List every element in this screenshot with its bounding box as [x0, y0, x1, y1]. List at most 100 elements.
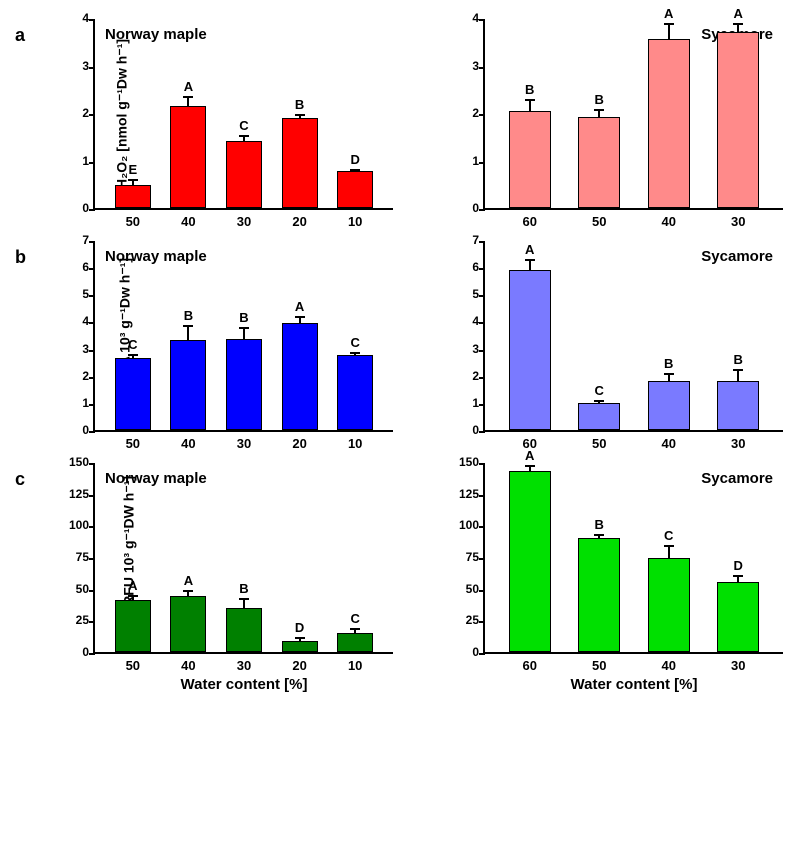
significance-letter: A [295, 299, 304, 314]
significance-letter: D [350, 152, 359, 167]
error-cap [350, 352, 360, 354]
bar-wrap: A60 [509, 270, 551, 430]
error-cap [350, 169, 360, 171]
xtick-label: 50 [592, 652, 606, 673]
error-cap [183, 325, 193, 327]
ytick-label: 0 [472, 645, 485, 659]
error-cap [525, 99, 535, 101]
error-cap [239, 327, 249, 329]
ytick-label: 0 [472, 201, 485, 215]
xtick-label: 10 [348, 652, 362, 673]
chart-area: 01234H₂O₂ [nmol g⁻¹Dw h⁻¹]Norway mapleE5… [93, 20, 393, 210]
xtick-label: 60 [523, 208, 537, 229]
bar-wrap: A20 [282, 323, 318, 430]
error-cap [128, 354, 138, 356]
xtick-label: 50 [126, 208, 140, 229]
bar [226, 339, 262, 430]
significance-letter: B [525, 82, 534, 97]
bar-wrap: B50 [578, 117, 620, 208]
ytick-label: 2 [472, 106, 485, 120]
bar [509, 111, 551, 208]
x-axis-label: Water content [%] [181, 676, 308, 693]
ytick-label: 4 [82, 314, 95, 328]
bar-wrap: C30 [226, 141, 262, 208]
ytick-label: 100 [69, 518, 95, 532]
xtick-label: 60 [523, 652, 537, 673]
chart-area: 01234SycamoreB60B50A40A30 [483, 20, 783, 210]
panels-container: 01234H₂O₂ [nmol g⁻¹Dw h⁻¹]Norway mapleE5… [38, 20, 783, 234]
bar-wrap: D30 [717, 582, 759, 652]
significance-letter: C [664, 528, 673, 543]
bar [282, 323, 318, 430]
chart-panel: 0255075100125150SycamoreA60B50C40D30Wate… [428, 464, 783, 698]
bar [509, 471, 551, 652]
bar [337, 633, 373, 652]
bar [648, 558, 690, 652]
error-cap [733, 369, 743, 371]
significance-letter: C [595, 383, 604, 398]
error-cap [664, 23, 674, 25]
figure-row: c0255075100125150˙OH [RFU 10³ g⁻¹DW h⁻¹]… [15, 464, 783, 698]
error-cap [295, 637, 305, 639]
error-cap [295, 316, 305, 318]
bar [509, 270, 551, 430]
bar-wrap: C10 [337, 355, 373, 430]
xtick-label: 40 [181, 430, 195, 451]
error-bar [668, 546, 670, 559]
ytick-label: 2 [472, 369, 485, 383]
xtick-label: 40 [662, 652, 676, 673]
row-label: c [15, 464, 38, 490]
ytick-label: 0 [82, 645, 95, 659]
ytick-label: 100 [459, 518, 485, 532]
ytick-label: 50 [466, 582, 485, 596]
bar [717, 32, 759, 208]
error-bar [243, 328, 245, 339]
ytick-label: 0 [472, 423, 485, 437]
significance-letter: D [295, 620, 304, 635]
error-cap [239, 598, 249, 600]
bar [337, 171, 373, 208]
bar [578, 403, 620, 430]
chart-area: 01234567SycamoreA60C50B40B30 [483, 242, 783, 432]
bar-wrap: C40 [648, 558, 690, 652]
xtick-label: 50 [126, 652, 140, 673]
bar [170, 106, 206, 208]
error-cap [594, 534, 604, 536]
ytick-label: 5 [82, 287, 95, 301]
significance-letter: B [239, 581, 248, 596]
bar-wrap: C50 [578, 403, 620, 430]
xtick-label: 40 [181, 652, 195, 673]
significance-letter: B [295, 97, 304, 112]
xtick-label: 30 [237, 208, 251, 229]
significance-letter: A [184, 573, 193, 588]
ytick-label: 25 [76, 613, 95, 627]
significance-letter: B [239, 310, 248, 325]
chart-panel: 0255075100125150˙OH [RFU 10³ g⁻¹DW h⁻¹]N… [38, 464, 393, 698]
ytick-label: 1 [82, 154, 95, 168]
xtick-label: 50 [592, 430, 606, 451]
bars-container: A50A40B30D20C10 [95, 464, 393, 652]
xtick-label: 10 [348, 208, 362, 229]
bar [717, 381, 759, 430]
bars-container: C50B40B30A20C10 [95, 242, 393, 430]
chart-panel: 01234567SycamoreA60C50B40B30 [428, 242, 783, 456]
panels-container: 0255075100125150˙OH [RFU 10³ g⁻¹DW h⁻¹]N… [38, 464, 783, 698]
ytick-label: 25 [466, 613, 485, 627]
chart-panel: 01234H₂O₂ [nmol g⁻¹Dw h⁻¹]Norway mapleE5… [38, 20, 393, 234]
error-cap [664, 545, 674, 547]
significance-letter: A [128, 578, 137, 593]
ytick-label: 4 [472, 11, 485, 25]
xtick-label: 20 [292, 430, 306, 451]
significance-letter: A [184, 79, 193, 94]
ytick-label: 125 [69, 487, 95, 501]
significance-letter: C [350, 611, 359, 626]
bar [115, 185, 151, 208]
xtick-label: 40 [181, 208, 195, 229]
error-bar [668, 24, 670, 39]
error-bar [529, 100, 531, 110]
x-axis-label: Water content [%] [571, 676, 698, 693]
bar [115, 358, 151, 430]
xtick-label: 30 [731, 208, 745, 229]
xtick-label: 30 [237, 652, 251, 673]
error-cap [239, 135, 249, 137]
